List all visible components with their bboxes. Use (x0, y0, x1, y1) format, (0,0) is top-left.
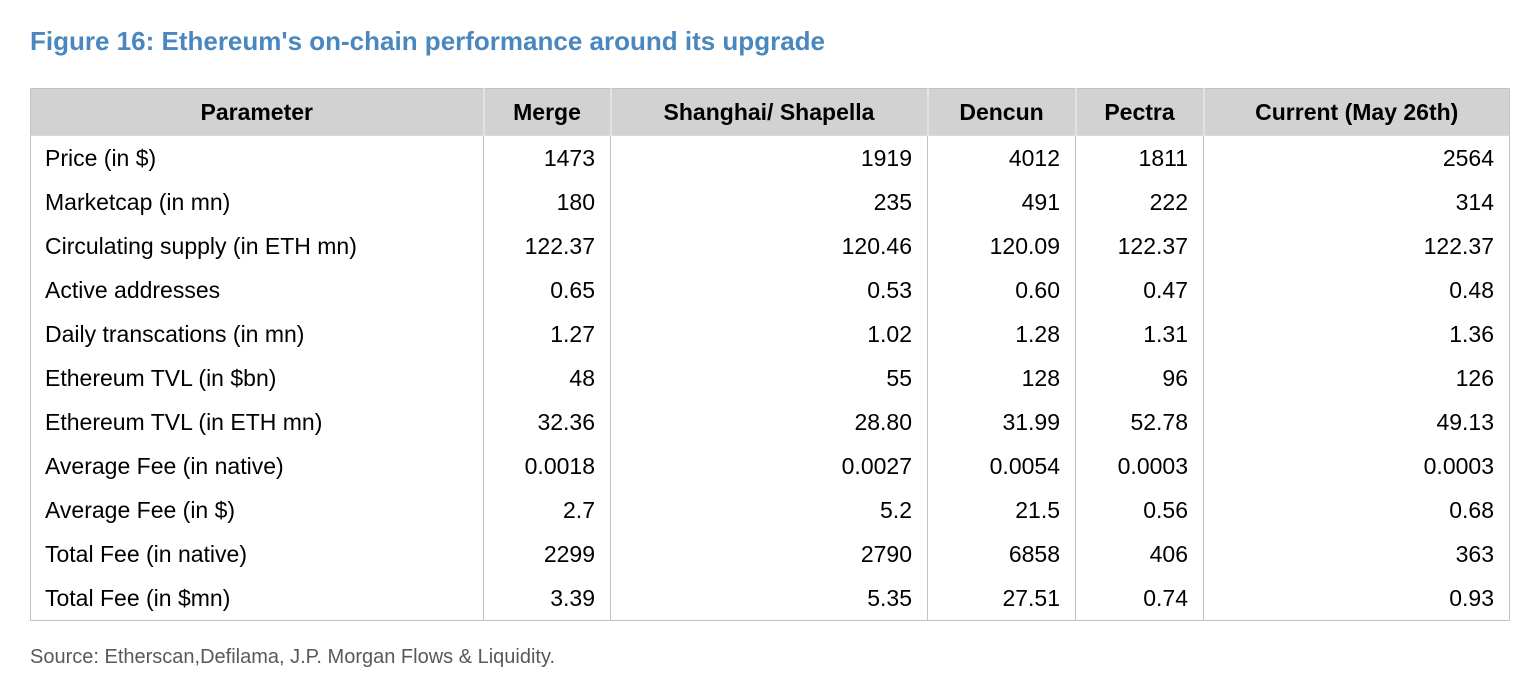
value-cell: 6858 (927, 532, 1076, 576)
table-row: Marketcap (in mn) 180 235 491 222 314 (30, 180, 1510, 224)
table-row: Active addresses 0.65 0.53 0.60 0.47 0.48 (30, 268, 1510, 312)
source-note: Source: Etherscan,Defilama, J.P. Morgan … (30, 646, 556, 668)
value-cell: 52.78 (1075, 400, 1204, 444)
value-cell: 1473 (483, 135, 611, 180)
value-cell: 0.65 (483, 268, 611, 312)
column-header-shanghai-shapella: Shanghai/ Shapella (609, 88, 928, 136)
value-cell: 1.02 (610, 312, 928, 356)
value-cell: 2790 (610, 532, 928, 576)
table-row: Ethereum TVL (in $bn) 48 55 128 96 126 (30, 356, 1510, 400)
value-cell: 1.27 (483, 312, 611, 356)
value-cell: 406 (1075, 532, 1204, 576)
value-cell: 1.31 (1075, 312, 1204, 356)
parameter-cell: Average Fee (in native) (30, 444, 484, 488)
value-cell: 21.5 (927, 488, 1076, 532)
value-cell: 2299 (483, 532, 611, 576)
value-cell: 120.46 (610, 224, 928, 268)
parameter-cell: Total Fee (in native) (30, 532, 484, 576)
value-cell: 96 (1075, 356, 1204, 400)
table-body: Price (in $) 1473 1919 4012 1811 2564 Marketca… (30, 135, 1510, 621)
table-row: Circulating supply (in ETH mn) 122.37 120.… (30, 224, 1510, 268)
value-cell: 4012 (927, 135, 1076, 180)
value-cell: 222 (1075, 180, 1204, 224)
value-cell: 0.47 (1075, 268, 1204, 312)
value-cell: 0.0054 (927, 444, 1076, 488)
value-cell: 0.93 (1203, 576, 1510, 621)
value-cell: 0.48 (1203, 268, 1510, 312)
column-header-parameter: Parameter (30, 88, 484, 136)
value-cell: 55 (610, 356, 928, 400)
value-cell: 2564 (1203, 135, 1510, 180)
column-header-pectra: Pectra (1074, 88, 1204, 136)
value-cell: 32.36 (483, 400, 611, 444)
column-header-dencun: Dencun (926, 88, 1076, 136)
value-cell: 314 (1203, 180, 1510, 224)
figure-title: Figure 16: Ethereum's on-chain performan… (30, 26, 825, 56)
parameter-cell: Marketcap (in mn) (30, 180, 484, 224)
value-cell: 0.53 (610, 268, 928, 312)
value-cell: 5.35 (610, 576, 928, 621)
table-header: Parameter Merge Shanghai/ Shapella Dencu… (30, 88, 1510, 136)
value-cell: 0.60 (927, 268, 1076, 312)
parameter-cell: Total Fee (in $mn) (30, 576, 484, 621)
value-cell: 491 (927, 180, 1076, 224)
value-cell: 48 (483, 356, 611, 400)
column-header-merge: Merge (482, 88, 611, 136)
parameter-cell: Active addresses (30, 268, 484, 312)
value-cell: 31.99 (927, 400, 1076, 444)
parameter-cell: Circulating supply (in ETH mn) (30, 224, 484, 268)
value-cell: 126 (1203, 356, 1510, 400)
value-cell: 2.7 (483, 488, 611, 532)
value-cell: 3.39 (483, 576, 611, 621)
value-cell: 0.0027 (610, 444, 928, 488)
table-row: Average Fee (in native) 0.0018 0.0027 0.005… (30, 444, 1510, 488)
value-cell: 0.56 (1075, 488, 1204, 532)
value-cell: 1.36 (1203, 312, 1510, 356)
value-cell: 0.0018 (483, 444, 611, 488)
column-header-current: Current (May 26th) (1202, 88, 1510, 136)
value-cell: 122.37 (1075, 224, 1204, 268)
value-cell: 49.13 (1203, 400, 1510, 444)
value-cell: 28.80 (610, 400, 928, 444)
value-cell: 27.51 (927, 576, 1076, 621)
table-row: Average Fee (in $) 2.7 5.2 21.5 0.56 0.68 (30, 488, 1510, 532)
value-cell: 1811 (1075, 135, 1204, 180)
value-cell: 5.2 (610, 488, 928, 532)
value-cell: 0.0003 (1203, 444, 1510, 488)
value-cell: 0.74 (1075, 576, 1204, 621)
value-cell: 122.37 (483, 224, 611, 268)
parameter-cell: Ethereum TVL (in ETH mn) (30, 400, 484, 444)
value-cell: 1.28 (927, 312, 1076, 356)
value-cell: 0.68 (1203, 488, 1510, 532)
table-row: Total Fee (in $mn) 3.39 5.35 27.51 0.74 0.93 (30, 576, 1510, 621)
value-cell: 122.37 (1203, 224, 1510, 268)
table-row: Ethereum TVL (in ETH mn) 32.36 28.80 31.99 5… (30, 400, 1510, 444)
parameter-cell: Price (in $) (30, 135, 484, 180)
value-cell: 363 (1203, 532, 1510, 576)
parameter-cell: Daily transcations (in mn) (30, 312, 484, 356)
value-cell: 180 (483, 180, 611, 224)
parameter-cell: Ethereum TVL (in $bn) (30, 356, 484, 400)
value-cell: 235 (610, 180, 928, 224)
value-cell: 0.0003 (1075, 444, 1204, 488)
value-cell: 120.09 (927, 224, 1076, 268)
table-row: Daily transcations (in mn) 1.27 1.02 1.28 1.… (30, 312, 1510, 356)
value-cell: 128 (927, 356, 1076, 400)
table-row: Total Fee (in native) 2299 2790 6858 406 363 (30, 532, 1510, 576)
table-row: Price (in $) 1473 1919 4012 1811 2564 (30, 135, 1510, 180)
header-row: Parameter Merge Shanghai/ Shapella Dencu… (30, 88, 1510, 136)
performance-table: Parameter Merge Shanghai/ Shapella Dencu… (30, 88, 1510, 621)
parameter-cell: Average Fee (in $) (30, 488, 484, 532)
value-cell: 1919 (610, 135, 928, 180)
